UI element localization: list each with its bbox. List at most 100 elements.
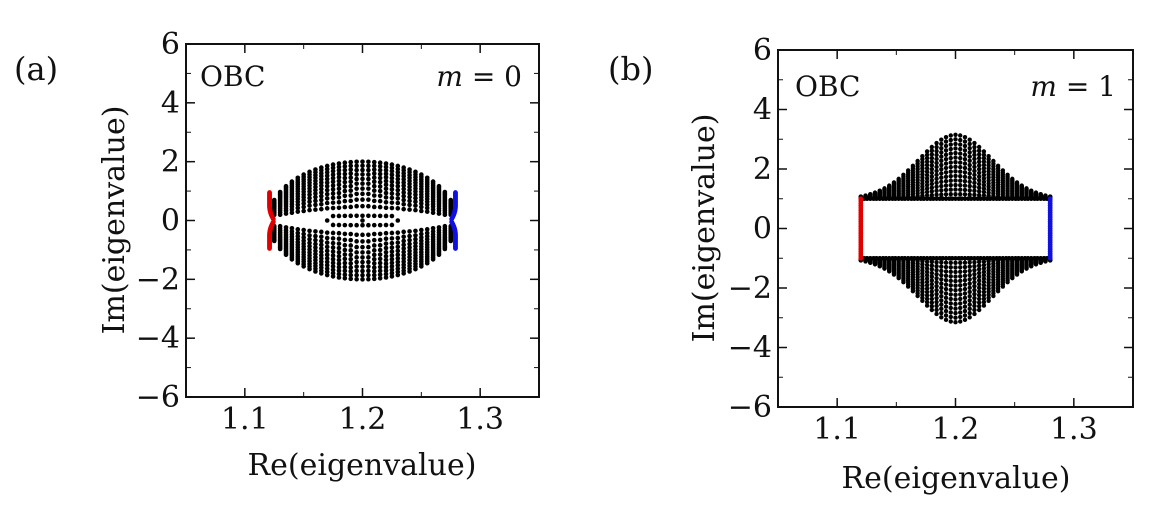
y-tick-label-b-2: −2 [728, 271, 772, 306]
data-point-b [1006, 256, 1012, 261]
data-point-a [395, 244, 401, 250]
data-point-b [920, 262, 925, 267]
data-point-b [920, 271, 925, 276]
data-point-b [962, 291, 968, 296]
data-point-b [902, 196, 908, 201]
data-point-b [1019, 183, 1024, 188]
data-point-b [976, 307, 982, 313]
data-point-a [401, 234, 406, 239]
data-point-a [401, 242, 406, 248]
data-point-a [419, 235, 424, 240]
data-point-a [336, 264, 342, 270]
data-point-a [324, 252, 330, 257]
data-point-b [967, 183, 972, 189]
data-point-b [1006, 196, 1012, 201]
data-point-b [958, 287, 963, 293]
data-point-a [371, 248, 377, 253]
data-point-a [336, 205, 342, 211]
panel-label-b: (b) [608, 50, 653, 88]
data-point-a [383, 271, 389, 277]
data-point-b [940, 196, 946, 201]
data-point-a [389, 267, 395, 273]
data-point-a [389, 264, 395, 269]
data-point-a [336, 253, 342, 259]
data-point-b [934, 260, 939, 265]
data-point-b [953, 269, 958, 275]
data-point-a [371, 213, 377, 219]
data-point-a [389, 183, 395, 188]
data-point-b [943, 291, 949, 296]
data-point-a [289, 210, 295, 215]
data-point-b [924, 162, 930, 168]
data-point-a [319, 206, 324, 212]
data-point-a [377, 247, 383, 253]
data-point-b [981, 283, 987, 288]
data-point-b [950, 256, 955, 261]
data-point-b [939, 264, 944, 269]
data-point-b [934, 172, 939, 178]
data-point-a [354, 167, 359, 173]
data-point-b [929, 278, 935, 283]
data-point-a [319, 197, 324, 203]
data-point-b [986, 274, 991, 279]
data-point-b [958, 137, 963, 143]
data-point-b [934, 271, 939, 277]
data-point-a [389, 236, 395, 241]
data-point-b [953, 320, 958, 325]
data-point-b [962, 300, 968, 305]
data-point-a [354, 181, 359, 186]
data-point-b [929, 285, 935, 291]
data-point-a [354, 176, 359, 182]
data-point-b [958, 146, 963, 152]
data-point-b [924, 166, 930, 171]
data-point-b [958, 151, 963, 156]
data-point-b [978, 256, 983, 261]
data-point-a [377, 175, 383, 181]
data-point-b [1029, 264, 1034, 269]
data-point-b [939, 188, 944, 193]
data-point-b [939, 298, 944, 303]
bc-label-b: OBC [795, 70, 860, 103]
data-point-b [958, 296, 963, 302]
data-point-b [1014, 180, 1020, 185]
data-point-b [929, 289, 935, 294]
data-point-b [986, 295, 991, 300]
data-point-a [383, 161, 389, 166]
data-point-a [395, 200, 401, 206]
data-point-b [986, 153, 991, 159]
data-point-b [939, 281, 944, 286]
data-point-b [948, 296, 953, 302]
data-point-a [401, 246, 406, 251]
data-point-b [995, 163, 1001, 169]
data-point-b [958, 183, 963, 188]
data-point-a [336, 268, 342, 274]
data-point-b [981, 303, 987, 308]
data-point-b [890, 256, 895, 261]
data-point-b [976, 285, 982, 291]
bc-label-a: OBC [200, 60, 265, 93]
data-point-b [934, 164, 939, 170]
data-point-b [943, 134, 949, 140]
data-point-b [948, 314, 953, 320]
data-point-b [939, 268, 944, 274]
data-point-b [939, 175, 944, 180]
data-point-b [967, 306, 972, 312]
data-point-a [348, 183, 354, 189]
data-point-a [366, 163, 371, 169]
data-point-b [972, 295, 977, 301]
data-point-b [929, 144, 935, 150]
data-point-b [940, 256, 946, 261]
data-point-b [1038, 192, 1043, 197]
edge-point-left-a [270, 219, 276, 225]
data-point-b [1013, 196, 1018, 201]
data-point-b [905, 284, 911, 289]
data-point-a [354, 203, 359, 209]
data-point-b [934, 279, 939, 285]
data-point-a [307, 243, 312, 249]
data-point-a [354, 222, 359, 228]
data-point-b [986, 262, 991, 267]
data-point-b [981, 262, 987, 268]
data-point-b [972, 299, 977, 305]
data-point-a [366, 159, 371, 165]
data-point-a [342, 184, 348, 189]
